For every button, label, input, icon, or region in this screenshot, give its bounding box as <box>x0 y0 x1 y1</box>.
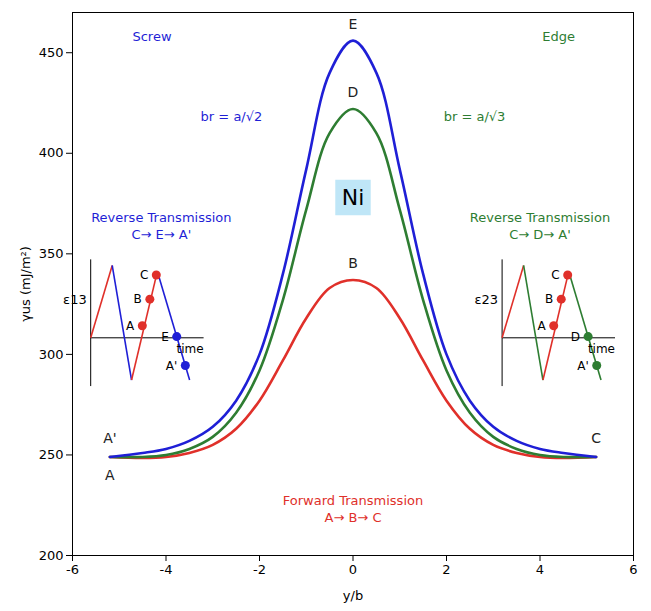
svg-text:-4: -4 <box>160 562 173 577</box>
svg-text:D: D <box>348 84 359 100</box>
svg-text:C→ D→ A': C→ D→ A' <box>509 227 571 242</box>
svg-text:400: 400 <box>39 145 64 160</box>
svg-text:-6: -6 <box>66 562 79 577</box>
svg-text:A: A <box>105 467 115 483</box>
svg-text:Ni: Ni <box>342 185 365 210</box>
svg-text:350: 350 <box>39 246 64 261</box>
svg-text:ε23: ε23 <box>475 292 499 307</box>
svg-text:D: D <box>571 330 580 344</box>
svg-text:C: C <box>140 268 148 282</box>
svg-text:A': A' <box>166 359 178 373</box>
svg-text:200: 200 <box>39 548 64 563</box>
svg-text:E: E <box>161 330 169 344</box>
svg-text:Forward Transmission: Forward Transmission <box>283 493 423 508</box>
svg-text:Screw: Screw <box>132 29 171 44</box>
svg-text:B: B <box>134 292 142 306</box>
svg-text:E: E <box>349 16 358 32</box>
svg-text:ε13: ε13 <box>63 292 87 307</box>
svg-text:Edge: Edge <box>542 29 575 44</box>
svg-text:y/b: y/b <box>343 588 363 603</box>
svg-text:4: 4 <box>536 562 544 577</box>
svg-text:A: A <box>126 319 135 333</box>
svg-text:time: time <box>176 342 203 356</box>
svg-text:A: A <box>537 319 546 333</box>
svg-text:A': A' <box>103 430 116 446</box>
svg-text:6: 6 <box>629 562 637 577</box>
svg-text:300: 300 <box>39 347 64 362</box>
svg-text:A': A' <box>577 359 589 373</box>
svg-text:Reverse Transmission: Reverse Transmission <box>470 210 610 225</box>
svg-text:time: time <box>588 342 615 356</box>
svg-text:br = a/√2: br = a/√2 <box>201 109 263 124</box>
svg-text:A→ B→ C: A→ B→ C <box>325 510 382 525</box>
svg-text:C→ E→ A': C→ E→ A' <box>131 227 191 242</box>
svg-text:C: C <box>551 268 559 282</box>
svg-text:B: B <box>545 292 553 306</box>
svg-text:Reverse Transmission: Reverse Transmission <box>91 210 231 225</box>
svg-text:2: 2 <box>442 562 450 577</box>
svg-text:-2: -2 <box>253 562 266 577</box>
svg-text:C: C <box>591 430 601 446</box>
svg-text:B: B <box>348 255 358 271</box>
svg-text:250: 250 <box>39 447 64 462</box>
svg-text:0: 0 <box>349 562 357 577</box>
svg-text:450: 450 <box>39 45 64 60</box>
svg-text:br = a/√3: br = a/√3 <box>444 109 506 124</box>
svg-text:γus (mJ/m²): γus (mJ/m²) <box>18 246 33 322</box>
